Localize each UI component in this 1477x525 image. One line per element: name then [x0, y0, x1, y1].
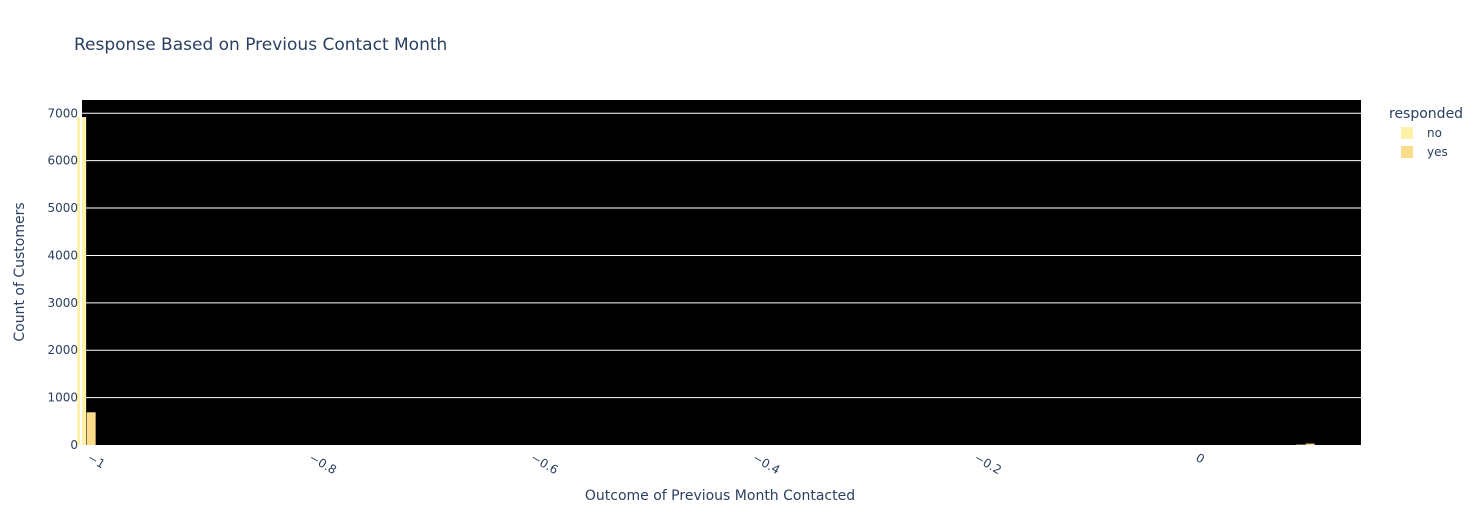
bar-yes[interactable] [86, 412, 96, 445]
legend-swatch-yes[interactable] [1401, 146, 1413, 158]
plot-area [80, 100, 1361, 445]
y-tick-label: 2000 [47, 343, 78, 357]
x-axis-ticks: −1 −0.8 −0.6 −0.4 −0.2 0 [85, 450, 1207, 477]
x-tick-label: −0.4 [750, 450, 782, 477]
y-tick-label: 4000 [47, 248, 78, 262]
gridlines [80, 112, 1361, 399]
x-tick-label: −1 [85, 450, 107, 471]
y-axis-ticks: 0 1000 2000 3000 4000 5000 6000 7000 [47, 106, 78, 452]
y-tick-label: 0 [70, 438, 78, 452]
y-tick-label: 5000 [47, 201, 78, 215]
bar-yes[interactable] [1305, 443, 1315, 445]
x-tick-label: −0.2 [972, 450, 1004, 477]
legend-label-yes[interactable]: yes [1427, 145, 1448, 159]
legend-label-no[interactable]: no [1427, 126, 1442, 140]
x-tick-label: −0.6 [528, 450, 560, 477]
y-tick-label: 3000 [47, 296, 78, 310]
chart-title: Response Based on Previous Contact Month [74, 35, 447, 55]
x-tick-label: 0 [1193, 450, 1207, 466]
legend-swatch-no[interactable] [1401, 127, 1413, 139]
y-tick-label: 1000 [47, 391, 78, 405]
y-axis-title: Count of Customers [12, 202, 28, 341]
bar-no[interactable] [1296, 444, 1306, 446]
legend[interactable]: responded no yes [1389, 106, 1463, 159]
x-tick-label: −0.8 [307, 450, 339, 477]
legend-title: responded [1389, 106, 1463, 122]
y-tick-label: 6000 [47, 154, 78, 168]
x-axis-title: Outcome of Previous Month Contacted [585, 488, 855, 504]
y-tick-label: 7000 [47, 106, 78, 120]
